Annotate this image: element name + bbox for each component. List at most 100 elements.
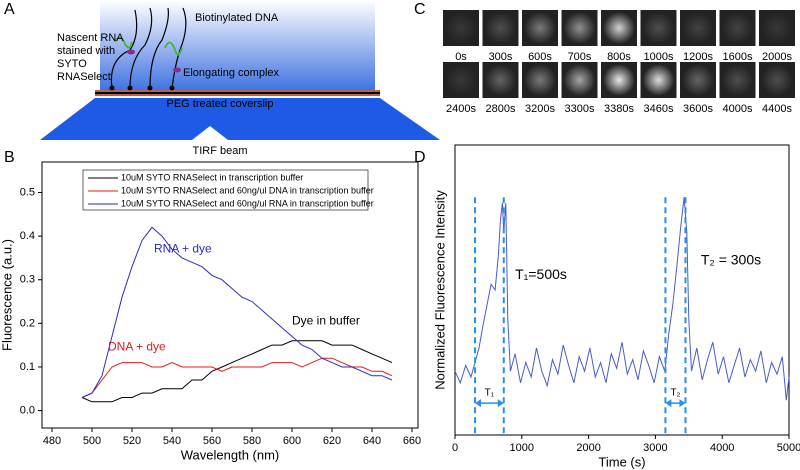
annotation: T₁=500s <box>515 266 567 282</box>
frame-label: 1600s <box>723 51 753 63</box>
x-tick-label: 2000 <box>576 442 600 454</box>
frame-label: 800s <box>607 51 631 63</box>
y-tick-label: 0.1 <box>20 361 35 373</box>
x-tick-label: 660 <box>403 435 421 447</box>
polymerase <box>173 67 181 73</box>
beam-notch <box>192 126 228 140</box>
diagram-label: TIRF beam <box>192 145 247 157</box>
rna <box>114 36 133 49</box>
x-tick-label: 620 <box>323 435 341 447</box>
x-tick-label: 640 <box>363 435 381 447</box>
beads <box>109 85 175 91</box>
beam-glow <box>100 0 375 93</box>
x-tick-label: 600 <box>283 435 301 447</box>
frame-spot <box>642 64 675 96</box>
x-tick-label: 540 <box>163 435 181 447</box>
frame-spot <box>682 12 714 44</box>
frame-label: 3460s <box>644 103 674 115</box>
panel-letter: D <box>414 149 426 166</box>
frame-spot <box>484 64 517 96</box>
tirf-beam <box>40 98 440 140</box>
dna-strands <box>110 7 187 89</box>
frame-label: 3300s <box>565 103 595 115</box>
polymerase <box>127 49 135 55</box>
frame-label: 2800s <box>486 103 516 115</box>
diagram-label: SYTO <box>57 58 87 70</box>
y-tick-label: 0.2 <box>20 317 35 329</box>
diagram: Biotinylated DNA Elongating complex PEG … <box>40 0 440 157</box>
x-tick-label: 0 <box>452 442 458 454</box>
legend-label: 10uM SYTO RNASelect and 60ng/ul DNA in t… <box>121 185 374 195</box>
series-line <box>454 197 790 401</box>
x-tick-label: 500 <box>83 435 101 447</box>
rna <box>164 41 183 56</box>
frame-spot <box>563 64 596 96</box>
panel-letter: C <box>414 1 426 18</box>
frame-spot <box>761 12 793 44</box>
legend-label: 10uM SYTO RNASelect in transcription buf… <box>121 172 303 182</box>
plot-frame <box>454 144 790 436</box>
frame-label: 600s <box>528 51 552 63</box>
arrow-head <box>475 399 504 408</box>
x-tick-label: 480 <box>43 435 61 447</box>
frame-spot <box>603 12 635 44</box>
y-axis-label: Fluorescence (a.u.) <box>0 239 14 351</box>
interval-label: T₁ <box>485 388 495 399</box>
frame-spot <box>524 64 556 96</box>
annotation: T₂ = 300s <box>701 252 761 268</box>
diagram-label: stained with <box>57 45 115 57</box>
x-tick-label: 4000 <box>710 442 734 454</box>
frame-spot <box>721 64 754 96</box>
x-tick-label: 1000 <box>510 442 534 454</box>
frame-label: 2400s <box>446 103 476 115</box>
legend-label: 10uM SYTO RNASelect and 60ng/ul RNA in t… <box>121 198 374 208</box>
x-tick-label: 3000 <box>643 442 667 454</box>
y-tick-label: 0.0 <box>20 404 35 416</box>
y-tick-label: 0.3 <box>20 274 35 286</box>
y-axis-label: Normalized Fluorescence Intensity <box>432 190 447 390</box>
frame-label: 3200s <box>525 103 555 115</box>
diagram-label: Nascent RNA <box>57 32 124 44</box>
frame-label: 3380s <box>604 103 634 115</box>
arrow-head <box>665 399 686 408</box>
x-tick-label: 5000 <box>777 442 800 454</box>
frame-spot <box>484 12 517 44</box>
frame-spot <box>445 12 477 44</box>
frame-spot <box>682 64 714 96</box>
annotation: RNA + dye <box>154 241 212 255</box>
frame-label: 1200s <box>683 51 713 63</box>
series-line <box>81 226 393 398</box>
x-axis-label: Wavelength (nm) <box>181 447 280 462</box>
x-tick-label: 520 <box>123 435 141 447</box>
frame-label: 4400s <box>762 103 792 115</box>
legend-box <box>82 169 369 211</box>
series-line <box>81 340 393 403</box>
frame-spot <box>445 64 477 96</box>
panel-letter: A <box>4 1 15 18</box>
frame-spot <box>642 12 675 44</box>
diagram-label: Elongating complex <box>183 67 280 79</box>
y-tick-label: 0.4 <box>20 230 35 242</box>
plot-frame <box>41 161 419 429</box>
diagram-label: Biotinylated DNA <box>195 12 279 24</box>
frame-spot <box>721 12 754 44</box>
frame-spot <box>603 64 635 96</box>
series-line <box>81 357 393 398</box>
frame-spot <box>563 12 596 44</box>
frame-label: 2000s <box>762 51 792 63</box>
frame-label: 1000s <box>644 51 674 63</box>
panel-letter: B <box>4 149 15 166</box>
diagram-label: PEG treated coverslip <box>167 98 274 110</box>
frame-label: 700s <box>568 51 592 63</box>
x-tick-label: 580 <box>243 435 261 447</box>
frame-label: 4000s <box>723 103 753 115</box>
diagram-label: RNASelect <box>57 71 111 83</box>
frame-spot <box>761 64 793 96</box>
x-axis-label: Time (s) <box>598 454 645 469</box>
x-tick-label: 560 <box>203 435 221 447</box>
frame-label: 3600s <box>683 103 713 115</box>
annotation: DNA + dye <box>108 339 166 353</box>
frame-label: 0s <box>455 51 467 63</box>
annotation: Dye in buffer <box>292 313 360 327</box>
